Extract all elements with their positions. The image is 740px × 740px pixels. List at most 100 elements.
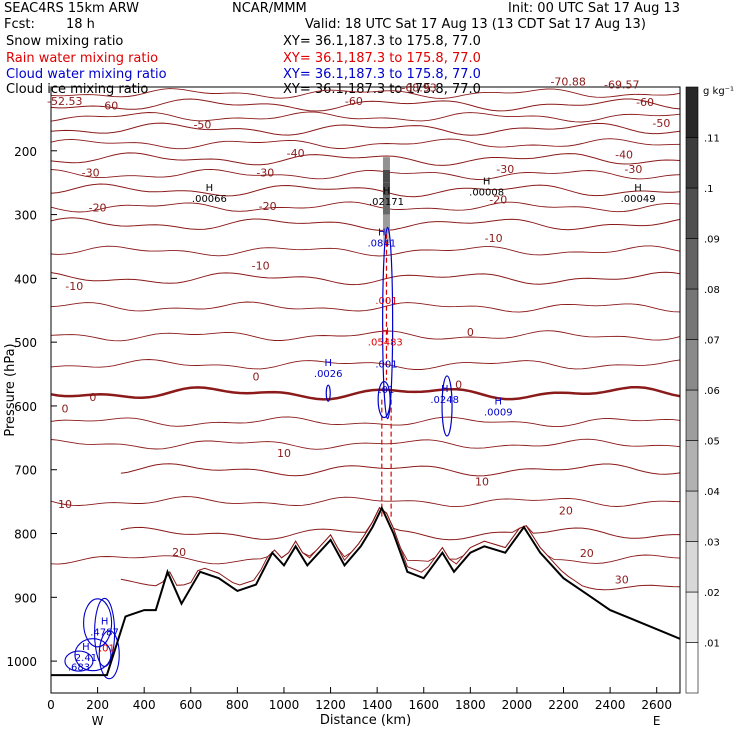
colorbar-tick-label: .02 — [704, 588, 720, 599]
isotherm-label: -50 — [652, 117, 670, 130]
isotherm-label: -50 — [193, 118, 211, 131]
isotherm-label: -10 — [252, 259, 270, 272]
max-marker: H — [82, 642, 90, 653]
x-tick-label: 1600 — [408, 698, 439, 712]
isotherm-label: -40 — [615, 148, 633, 161]
x-axis-label: Distance (km) — [320, 713, 411, 728]
isotherm-label: -10 — [65, 280, 83, 293]
cloud-water-contour — [64, 650, 94, 672]
isotherm-line — [50, 359, 681, 370]
max-value-label: .0009 — [484, 408, 513, 419]
x-end-label-right: E — [653, 714, 661, 728]
x-tick-label: 1200 — [315, 698, 346, 712]
max-marker: H — [382, 326, 390, 337]
isotherm-line — [50, 111, 681, 123]
colorbar-bin — [685, 389, 699, 441]
fcst-value: 18 h — [66, 17, 95, 32]
field-label-rain: Rain water mixing ratio — [6, 51, 159, 66]
y-tick-label: 400 — [14, 272, 37, 286]
isotherm-label: -10 — [485, 232, 503, 245]
colorbar-tick-label: .09 — [704, 235, 720, 246]
isotherm-label: 20 — [580, 547, 594, 560]
isotherm-line — [50, 438, 681, 450]
max-value-label: .0248 — [430, 395, 459, 406]
isotherm-line — [50, 301, 681, 313]
isotherm-line — [50, 245, 681, 257]
contour-line-label: .683 — [68, 663, 90, 674]
isotherm-label: 20 — [172, 546, 186, 559]
isotherm-label: 0 — [467, 326, 474, 339]
colorbar-tick-label: .03 — [704, 538, 720, 549]
isotherm-line — [50, 201, 681, 213]
x-tick-label: 2400 — [595, 698, 626, 712]
field-label-snow: Snow mixing ratio — [6, 34, 124, 49]
snow-column — [382, 195, 390, 215]
isotherm-line — [50, 271, 681, 286]
y-tick-label: 300 — [14, 209, 37, 223]
terrain-profile — [51, 505, 681, 677]
max-value-label: .0841 — [367, 238, 396, 249]
x-tick-label: 600 — [179, 698, 202, 712]
max-marker: H — [441, 384, 449, 395]
x-tick-label: 1400 — [362, 698, 393, 712]
max-marker: H — [378, 227, 386, 238]
x-tick-label: 2000 — [502, 698, 533, 712]
colorbar-bin — [685, 238, 699, 290]
snow-column — [382, 182, 390, 196]
y-tick-label: 200 — [14, 145, 37, 159]
colorbar-tick-label: .07 — [704, 336, 720, 347]
colorbar-tick-label: .08 — [704, 285, 720, 296]
isotherm-line — [50, 507, 681, 565]
y-tick-label: 600 — [14, 400, 37, 414]
isotherm-line — [50, 385, 681, 401]
colorbar-bin — [685, 440, 699, 492]
max-value-label: 2.41 — [75, 653, 97, 664]
init-time: Init: 00 UTC Sat 17 Aug 13 — [508, 1, 681, 16]
isotherm-label: -70.88 — [550, 76, 585, 89]
max-marker: H — [383, 186, 391, 197]
colorbar-bin — [685, 490, 699, 542]
field-xy-cloud-ice: XY= 36.1,187.3 to 175.8, 77.0 — [283, 82, 481, 97]
isotherm-label: -60 — [636, 96, 654, 109]
colorbar-unit: g kg⁻¹ — [703, 86, 734, 97]
isotherm-label: -20 — [259, 200, 277, 213]
isotherm-line — [50, 330, 681, 342]
fcst-label: Fcst: — [4, 17, 35, 32]
y-tick-label: 800 — [14, 528, 37, 542]
colorbar-bin — [685, 137, 699, 189]
center-title: NCAR/MMM — [232, 1, 307, 16]
max-value-label: .00008 — [469, 187, 504, 198]
isotherm-label: -30 — [82, 166, 100, 179]
x-tick-label: 1000 — [269, 698, 300, 712]
isotherm-label: -69.57 — [604, 78, 639, 91]
colorbar-tick-label: .04 — [704, 487, 720, 498]
colorbar-tick-label: .11 — [704, 134, 720, 145]
colorbar-tick-label: .06 — [704, 386, 720, 397]
isotherm-line — [50, 122, 681, 136]
isotherm-label: -60 — [100, 99, 118, 112]
max-value-label: .00066 — [192, 194, 227, 205]
max-value-label: .0026 — [314, 369, 343, 380]
field-xy-rain: XY= 36.1,187.3 to 175.8, 77.0 — [283, 51, 481, 66]
model-title: SEAC4RS 15km ARW — [4, 1, 140, 16]
isotherm-label: 0 — [253, 370, 260, 383]
colorbar-tick-label: .05 — [704, 437, 720, 448]
max-value-label: .02171 — [369, 197, 404, 208]
isotherm-line — [50, 138, 681, 150]
contour-line-label: .001 — [375, 360, 397, 371]
field-label-cloud-ice: Cloud ice mixing ratio — [6, 82, 149, 97]
x-end-label-left: W — [92, 714, 104, 728]
isotherm-line — [50, 98, 681, 112]
isotherm-label: 0 — [455, 379, 462, 392]
contour-line-label: .01 — [99, 644, 115, 655]
y-tick-label: 500 — [14, 336, 37, 350]
isotherm-line — [50, 152, 681, 166]
snow-column — [382, 233, 390, 244]
max-marker: H — [101, 617, 109, 628]
isotherm-line — [50, 496, 681, 508]
x-tick-label: 800 — [226, 698, 249, 712]
contour-line-label: .001 — [375, 296, 397, 307]
snow-column — [382, 169, 390, 183]
